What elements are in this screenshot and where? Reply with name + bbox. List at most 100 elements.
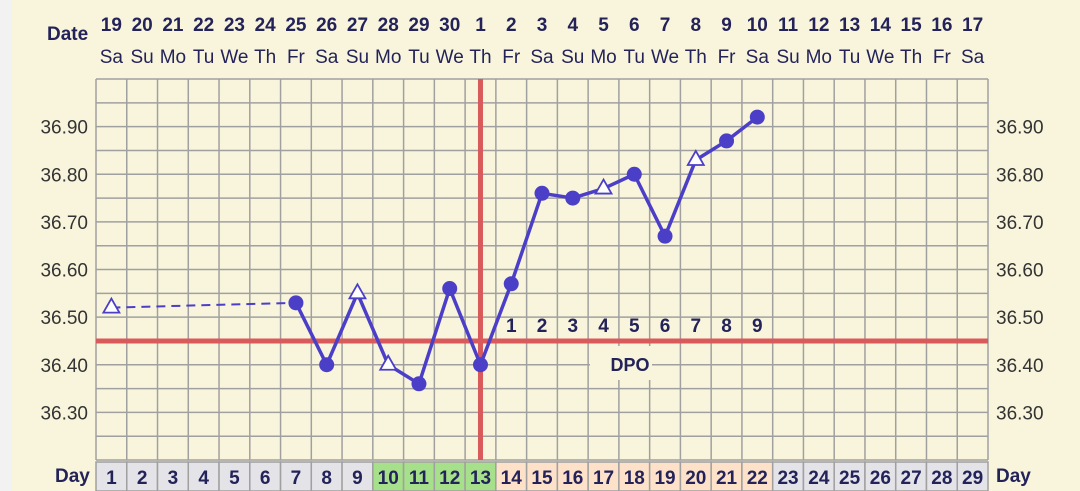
weekday-tick: Su <box>561 47 584 68</box>
date-tick: 2 <box>506 15 517 36</box>
day-cell <box>310 461 343 491</box>
day-number: 29 <box>962 468 983 489</box>
weekday-tick: Sa <box>746 47 770 68</box>
dpo-number: 3 <box>567 316 578 337</box>
day-number: 16 <box>562 468 583 489</box>
day-number: 12 <box>439 468 460 489</box>
weekday-tick: Su <box>131 47 154 68</box>
date-tick: 29 <box>408 15 429 36</box>
date-tick: 15 <box>901 15 923 36</box>
date-tick: 22 <box>193 15 214 36</box>
date-tick: 11 <box>778 15 799 36</box>
weekday-tick: Fr <box>933 47 952 68</box>
day-number: 11 <box>409 468 430 489</box>
date-tick: 23 <box>224 15 245 36</box>
day-number: 21 <box>716 468 738 489</box>
date-tick: 7 <box>660 15 671 36</box>
weekday-tick: Fr <box>502 47 521 68</box>
weekday-tick: Tu <box>408 47 429 68</box>
day-number: 5 <box>229 468 240 489</box>
weekday-tick: Mo <box>375 47 401 68</box>
day-cell <box>802 461 835 491</box>
dpo-number: 7 <box>691 316 702 337</box>
date-tick: 9 <box>721 15 732 36</box>
weekday-tick: Sa <box>961 47 985 68</box>
day-number: 20 <box>685 468 706 489</box>
dpo-number: 5 <box>629 316 640 337</box>
temperature-point <box>288 295 304 311</box>
temperature-line <box>478 283 513 366</box>
weekday-tick: Tu <box>624 47 645 68</box>
day-cell <box>864 461 897 491</box>
date-tick: 5 <box>598 15 609 36</box>
date-tick: 24 <box>255 15 277 36</box>
day-number: 13 <box>470 468 491 489</box>
day-cell <box>741 461 774 491</box>
y-tick-left: 36.80 <box>40 165 88 186</box>
y-tick-left: 36.40 <box>40 356 88 377</box>
date-tick: 3 <box>537 15 548 36</box>
weekday-tick: Mo <box>160 47 186 68</box>
y-tick-right: 36.70 <box>996 213 1044 234</box>
temperature-line <box>663 159 698 237</box>
date-label: Date <box>47 24 88 45</box>
temperature-point <box>319 357 335 373</box>
weekday-tick: Mo <box>590 47 616 68</box>
day-number: 25 <box>839 468 861 489</box>
weekday-tick: Th <box>900 47 922 68</box>
dpo-label: DPO <box>610 355 649 375</box>
temperature-point <box>657 228 673 244</box>
date-tick: 1 <box>475 15 486 36</box>
day-cell <box>279 461 313 491</box>
day-number: 4 <box>198 468 209 489</box>
temperature-point <box>565 190 581 206</box>
left-edge <box>0 0 12 491</box>
weekday-tick: We <box>220 47 248 68</box>
weekday-tick: Tu <box>193 47 214 68</box>
day-number: 9 <box>352 468 363 489</box>
y-tick-right: 36.60 <box>996 261 1044 282</box>
day-cell <box>710 461 743 491</box>
temperature-point <box>442 281 458 297</box>
date-tick: 16 <box>931 15 952 36</box>
day-number: 3 <box>168 468 179 489</box>
temperature-point <box>749 109 765 125</box>
weekday-tick: Th <box>469 47 491 68</box>
date-tick: 13 <box>839 15 860 36</box>
y-tick-left: 36.60 <box>40 261 88 282</box>
temperature-line <box>294 302 329 366</box>
day-cell <box>833 461 866 491</box>
y-tick-right: 36.40 <box>996 356 1044 377</box>
temperature-line <box>632 173 667 237</box>
day-number: 15 <box>531 468 553 489</box>
day-cell <box>618 461 651 491</box>
temperature-point-triangle <box>593 177 614 195</box>
temperature-point <box>719 133 735 149</box>
day-number: 19 <box>654 468 675 489</box>
date-tick: 28 <box>378 15 399 36</box>
date-tick: 8 <box>691 15 702 36</box>
date-tick: 20 <box>132 15 153 36</box>
date-tick: 10 <box>747 15 768 36</box>
temperature-point <box>472 357 488 373</box>
dpo-number: 9 <box>752 316 763 337</box>
day-number: 18 <box>624 468 645 489</box>
date-tick: 21 <box>162 15 184 36</box>
day-cell <box>587 461 620 491</box>
day-cell <box>894 461 928 491</box>
date-tick: 19 <box>101 15 122 36</box>
day-number: 10 <box>378 468 399 489</box>
y-tick-left: 36.90 <box>40 118 88 139</box>
date-tick: 6 <box>629 15 640 36</box>
day-number: 1 <box>106 468 117 489</box>
weekday-tick: Mo <box>806 47 832 68</box>
temperature-point-triangle <box>101 296 121 314</box>
temperature-line <box>448 287 483 366</box>
weekday-tick: Su <box>346 47 369 68</box>
day-number: 27 <box>901 468 922 489</box>
y-tick-left: 36.50 <box>40 308 88 329</box>
date-tick: 26 <box>316 15 337 36</box>
y-tick-right: 36.50 <box>996 308 1044 329</box>
weekday-tick: Sa <box>315 47 339 68</box>
day-number: 14 <box>501 468 523 489</box>
